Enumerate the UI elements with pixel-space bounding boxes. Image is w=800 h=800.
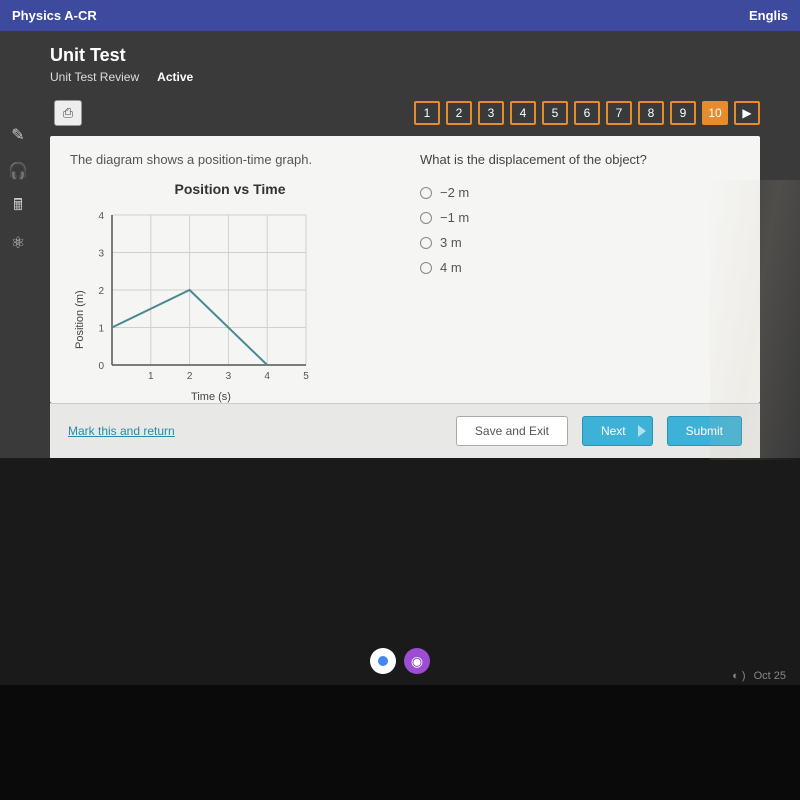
x-axis-label: Time (s) <box>106 391 316 403</box>
language-label[interactable]: Englis <box>749 8 788 23</box>
course-topbar: Physics A-CR Englis <box>0 0 800 31</box>
system-tray[interactable]: ◐ ) Oct 25 <box>732 670 786 682</box>
submit-button[interactable]: Submit <box>667 416 742 446</box>
date-label: Oct 25 <box>754 670 786 682</box>
atom-icon[interactable]: ⚛ <box>4 229 32 257</box>
option-label: −2 m <box>440 185 469 200</box>
nav-q-7[interactable]: 7 <box>606 101 632 125</box>
question-prompt: The diagram shows a position-time graph. <box>70 152 390 167</box>
tray-toggle-icon[interactable]: ◐ ) <box>732 670 745 682</box>
option-3[interactable]: 4 m <box>420 260 740 275</box>
svg-text:4: 4 <box>98 211 104 222</box>
app-frame: ✎ 🎧 🖩 ⚛ Unit Test Unit Test Review Activ… <box>0 31 800 458</box>
chrome-icon[interactable] <box>370 648 396 674</box>
svg-text:1: 1 <box>148 371 154 382</box>
print-icon[interactable]: ⎙ <box>54 100 82 126</box>
nav-next-arrow[interactable]: ▶ <box>734 101 760 125</box>
radio-icon[interactable] <box>420 187 432 199</box>
nav-q-3[interactable]: 3 <box>478 101 504 125</box>
answer-options: −2 m −1 m 3 m 4 m <box>420 185 740 275</box>
svg-text:2: 2 <box>98 286 104 297</box>
nav-q-5[interactable]: 5 <box>542 101 568 125</box>
svg-text:3: 3 <box>98 249 104 260</box>
mark-return-link[interactable]: Mark this and return <box>68 424 175 438</box>
subtitle: Unit Test Review <box>50 70 139 84</box>
radio-icon[interactable] <box>420 237 432 249</box>
os-taskbar: ◉ <box>0 642 800 680</box>
y-axis-label: Position (m) <box>70 207 86 403</box>
option-label: 3 m <box>440 235 462 250</box>
page-title: Unit Test <box>50 45 782 66</box>
chart-container: Position (m) 1 2 3 4 5 0 1 2 3 4 Time (s) <box>70 207 390 403</box>
nav-q-1[interactable]: 1 <box>414 101 440 125</box>
side-toolbar: ✎ 🎧 🖩 ⚛ <box>0 81 36 257</box>
radio-icon[interactable] <box>420 212 432 224</box>
save-exit-button[interactable]: Save and Exit <box>456 416 568 446</box>
svg-text:5: 5 <box>303 371 309 382</box>
nav-q-6[interactable]: 6 <box>574 101 600 125</box>
radio-icon[interactable] <box>420 262 432 274</box>
test-header: Unit Test Unit Test Review Active <box>0 31 800 94</box>
question-text: What is the displacement of the object? <box>420 152 740 167</box>
svg-text:1: 1 <box>98 324 104 335</box>
option-2[interactable]: 3 m <box>420 235 740 250</box>
nav-q-10[interactable]: 10 <box>702 101 728 125</box>
nav-q-4[interactable]: 4 <box>510 101 536 125</box>
next-button[interactable]: Next <box>582 416 653 446</box>
course-name: Physics A-CR <box>12 8 97 23</box>
nav-q-9[interactable]: 9 <box>670 101 696 125</box>
option-0[interactable]: −2 m <box>420 185 740 200</box>
question-panel: The diagram shows a position-time graph.… <box>50 136 760 403</box>
option-label: −1 m <box>440 210 469 225</box>
app-icon[interactable]: ◉ <box>404 648 430 674</box>
svg-text:2: 2 <box>187 371 193 382</box>
question-nav: ⎙ 12345678910▶ <box>0 94 800 136</box>
svg-text:0: 0 <box>98 361 104 372</box>
headphones-icon[interactable]: 🎧 <box>4 157 32 185</box>
status-label: Active <box>157 70 193 84</box>
option-1[interactable]: −1 m <box>420 210 740 225</box>
position-time-chart: 1 2 3 4 5 0 1 2 3 4 <box>86 207 316 387</box>
calculator-icon[interactable]: 🖩 <box>4 193 32 221</box>
laptop-bezel <box>0 685 800 800</box>
chart-title: Position vs Time <box>70 181 390 197</box>
nav-q-2[interactable]: 2 <box>446 101 472 125</box>
pencil-icon[interactable]: ✎ <box>4 121 32 149</box>
nav-q-8[interactable]: 8 <box>638 101 664 125</box>
svg-text:3: 3 <box>226 371 232 382</box>
svg-text:4: 4 <box>264 371 270 382</box>
option-label: 4 m <box>440 260 462 275</box>
footer-bar: Mark this and return Save and Exit Next … <box>50 403 760 458</box>
